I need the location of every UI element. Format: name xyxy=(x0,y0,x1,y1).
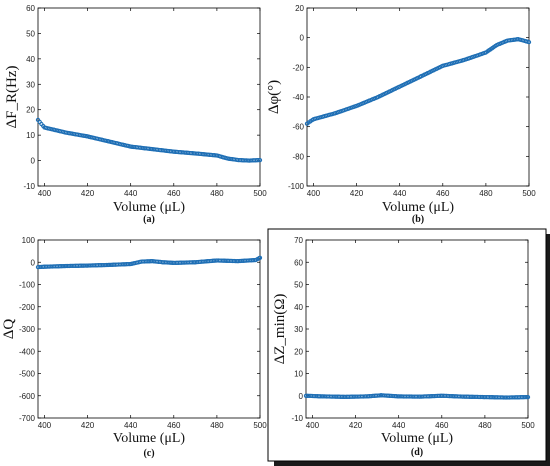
panel-c-ylabel: ΔQ xyxy=(1,319,17,340)
x-tick-label: 460 xyxy=(435,421,449,430)
y-tick-label: 0 xyxy=(300,34,305,43)
panel-c-xlabel: Volume (μL) xyxy=(113,431,186,446)
data-point xyxy=(257,255,263,260)
x-tick-label: 440 xyxy=(392,421,406,430)
panel-c-caption: (c) xyxy=(143,448,154,459)
y-tick-label: -10 xyxy=(291,414,303,423)
panel-d-ylabel: ΔZ_min(Ω) xyxy=(272,294,288,365)
y-tick-label: 60 xyxy=(294,258,303,267)
y-tick-label: -10 xyxy=(23,182,35,191)
x-tick-label: 460 xyxy=(167,421,181,430)
panel-a-xlabel: Volume (μL) xyxy=(113,200,186,215)
y-tick-label: -200 xyxy=(19,303,36,312)
y-tick-label: 40 xyxy=(26,55,35,64)
x-tick-label: 500 xyxy=(521,421,535,430)
panel-b-xlabel: Volume (μL) xyxy=(382,200,455,215)
y-tick-label: -40 xyxy=(292,93,304,102)
panel-b-caption: (b) xyxy=(412,214,424,225)
x-tick-label: 480 xyxy=(210,189,224,198)
panel-d-ticks: 400 420 440 460 480 500 -10 0 10 20 30 40 50 60 70 xyxy=(291,236,535,430)
panel-b: 400 420 440 460 480 500 -100 -80 -60 -40 -20 0 20 Vo… xyxy=(266,4,536,225)
x-tick-label: 460 xyxy=(167,189,181,198)
y-tick-label: -300 xyxy=(19,325,36,334)
y-tick-label: -60 xyxy=(292,123,304,132)
x-tick-label: 420 xyxy=(349,421,363,430)
data-point xyxy=(525,394,531,400)
x-tick-label: 420 xyxy=(350,189,364,198)
x-tick-label: 420 xyxy=(81,189,95,198)
panel-a-caption: (a) xyxy=(143,214,155,225)
y-tick-label: 30 xyxy=(294,325,303,334)
y-tick-label: 30 xyxy=(26,80,35,89)
data-point xyxy=(250,258,256,263)
y-tick-label: 0 xyxy=(31,258,36,267)
x-tick-label: 480 xyxy=(210,421,224,430)
y-tick-label: -20 xyxy=(292,63,304,72)
x-tick-label: 420 xyxy=(81,421,95,430)
y-tick-label: 60 xyxy=(26,4,35,13)
x-tick-label: 400 xyxy=(38,189,52,198)
y-tick-label: -700 xyxy=(19,414,36,423)
data-point xyxy=(526,39,532,45)
data-point xyxy=(257,157,263,163)
panel-a-ylabel: ΔF_R(Hz) xyxy=(4,66,20,129)
data-point xyxy=(318,394,323,399)
panel-a-axes-box xyxy=(37,7,261,187)
panel-c: 400 420 440 460 480 500 -700 -600 -500 -400 -300 -2… xyxy=(1,236,267,459)
panel-d-frame xyxy=(267,228,547,462)
panel-d-xlabel: Volume (μL) xyxy=(381,431,454,446)
panel-c-ticks: 400 420 440 460 480 500 -700 -600 -500 -400 -300 -2… xyxy=(19,236,267,430)
panel-a-points xyxy=(35,117,263,163)
y-tick-label: 40 xyxy=(294,303,303,312)
y-tick-label: 10 xyxy=(294,370,303,379)
panel-b-axes-box xyxy=(306,7,530,187)
panel-d: 400 420 440 460 480 500 -10 0 10 20 30 40 50 60 70 Vol… xyxy=(272,236,535,458)
y-tick-label: 0 xyxy=(31,157,36,166)
x-tick-label: 480 xyxy=(478,421,492,430)
x-tick-label: 400 xyxy=(306,421,320,430)
panel-b-ticks: 400 420 440 460 480 500 -100 -80 -60 -40 -20 0 20 xyxy=(288,4,536,198)
x-tick-label: 500 xyxy=(253,189,267,198)
y-tick-label: 20 xyxy=(295,4,304,13)
x-tick-label: 400 xyxy=(307,189,321,198)
x-tick-label: 440 xyxy=(393,189,407,198)
y-tick-label: -80 xyxy=(292,152,304,161)
x-tick-label: 400 xyxy=(38,421,52,430)
y-tick-label: 50 xyxy=(26,29,35,38)
y-tick-label: 20 xyxy=(26,106,35,115)
y-tick-label: 100 xyxy=(22,236,36,245)
panel-a: 400 420 440 460 480 500 -10 0 10 20 30 40 50 60 Volum… xyxy=(4,4,267,225)
panel-b-points xyxy=(304,37,532,126)
y-tick-label: -600 xyxy=(19,392,36,401)
x-tick-label: 460 xyxy=(436,189,450,198)
panel-d-points xyxy=(303,393,531,400)
y-tick-label: -100 xyxy=(288,182,305,191)
y-tick-label: -400 xyxy=(19,347,36,356)
panel-d-caption: (d) xyxy=(411,447,423,458)
x-tick-label: 440 xyxy=(124,421,138,430)
x-tick-label: 440 xyxy=(124,189,138,198)
panel-c-points xyxy=(35,255,263,270)
y-tick-label: -500 xyxy=(19,370,36,379)
x-tick-label: 480 xyxy=(479,189,493,198)
y-tick-label: 0 xyxy=(299,392,304,401)
panel-a-ticks: 400 420 440 460 480 500 -10 0 10 20 30 40 50 60 xyxy=(23,4,267,198)
y-tick-label: -100 xyxy=(19,281,36,290)
y-tick-label: 20 xyxy=(294,347,303,356)
x-tick-label: 500 xyxy=(253,421,267,430)
y-tick-label: 50 xyxy=(294,281,303,290)
x-tick-label: 500 xyxy=(522,189,536,198)
y-tick-label: 70 xyxy=(294,236,303,245)
y-tick-label: 10 xyxy=(26,131,35,140)
panel-b-ylabel: Δφ(°) xyxy=(266,80,282,114)
